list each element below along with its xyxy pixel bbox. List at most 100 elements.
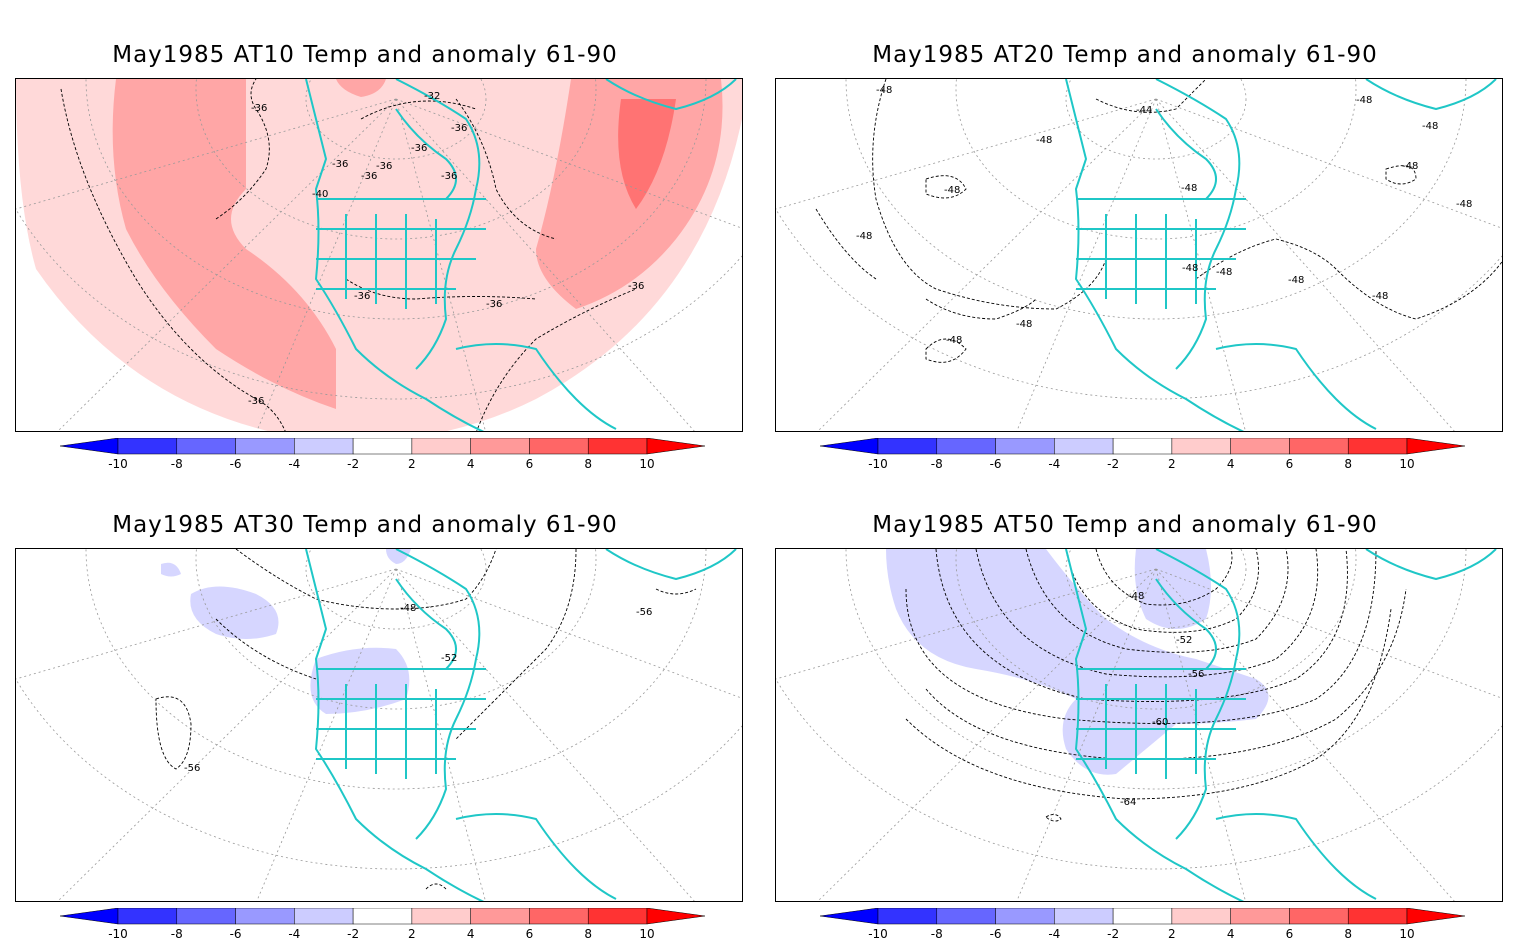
colorbar-tick-label: 10 (1399, 457, 1415, 471)
contour-label: -48 (1402, 161, 1418, 172)
colorbar-tick-label: 10 (639, 457, 655, 471)
contour-label: -48 (1288, 275, 1304, 286)
colorbar-segment (411, 438, 471, 455)
colorbar-segment (294, 438, 354, 455)
contour-label: -48 (856, 231, 872, 242)
colorbar-tick-label: -2 (347, 457, 360, 471)
contour-label: -48 (1128, 591, 1144, 602)
colorbar-tick-label: -6 (229, 457, 242, 471)
contour-label: -48 (1372, 291, 1388, 302)
contour-label: -48 (1422, 121, 1438, 132)
colorbar-graphic (60, 908, 705, 925)
panel-at30: May1985 AT30 Temp and anomaly 61-90 (0, 470, 743, 941)
contour-label: -36 (451, 123, 467, 134)
colorbar-segment (1230, 438, 1290, 455)
colorbar-segment (936, 438, 996, 455)
colorbar-segment (1112, 438, 1173, 455)
panel-title: May1985 AT30 Temp and anomaly 61-90 (112, 512, 618, 538)
colorbar-extend-high (646, 908, 705, 925)
contour-label: -32 (424, 91, 440, 102)
contour-label: -52 (1176, 635, 1192, 646)
colorbar-segment (877, 908, 938, 925)
contour-label: -48 (876, 85, 892, 96)
map-at30[interactable]: -48 -52 -56 -56 (15, 548, 743, 902)
colorbar-tick-label: 6 (1285, 927, 1294, 941)
colorbar-extend-high (1406, 438, 1465, 455)
colorbar-extend-low (60, 908, 119, 925)
panel-title: May1985 AT50 Temp and anomaly 61-90 (872, 512, 1378, 538)
colorbar-tick-label: 6 (1285, 457, 1294, 471)
colorbar-tick-label: -6 (989, 457, 1002, 471)
colorbar-tick-label: 2 (408, 457, 416, 471)
colorbar-segment (529, 908, 589, 925)
colorbar-segment (1171, 908, 1231, 925)
colorbar-tick-label: 6 (525, 457, 534, 471)
colorbar-segment (1347, 438, 1408, 455)
colorbar-segment (1054, 438, 1114, 455)
panel-at20: May1985 AT20 Temp and anomaly 61-90 (760, 0, 1503, 471)
colorbar-tick-label: 10 (639, 927, 655, 941)
contour-label: -48 (1456, 199, 1472, 210)
colorbar-segment (936, 908, 996, 925)
colorbar-segment (587, 438, 648, 455)
contour-label: -36 (411, 143, 427, 154)
colorbar-extend-low (820, 438, 879, 455)
contour-label: -56 (636, 607, 652, 618)
map-canvas: -48 -52 -56 -56 (16, 549, 742, 901)
colorbar-tick-label: -8 (170, 927, 183, 941)
colorbar-segment (1171, 438, 1231, 455)
contour-label: -48 (1182, 263, 1198, 274)
colorbar-tick-label: 2 (408, 927, 416, 941)
colorbar-segment (1230, 908, 1290, 925)
colorbar-tick-label: -8 (170, 457, 183, 471)
map-at20[interactable]: -48 -44 -48 -48 -48 -48 -48 -48 -48 -48 … (775, 78, 1503, 432)
colorbar-tick-label: 10 (1399, 927, 1415, 941)
colorbar-graphic (820, 438, 1465, 455)
colorbar-tick-label: 4 (1226, 457, 1235, 471)
contour-label: -40 (312, 189, 328, 200)
map-at10[interactable]: -32 -36 -36 -36 -36 -36 -36 -40 -36 -36 … (15, 78, 743, 432)
map-canvas: -48 -52 -56 -60 -64 (776, 549, 1502, 901)
colorbar-tick-label: -2 (347, 927, 360, 941)
map-canvas: -32 -36 -36 -36 -36 -36 -36 -40 -36 -36 … (16, 79, 742, 431)
colorbar-tick-label: 2 (1168, 457, 1176, 471)
colorbar-tick-label: 4 (1226, 927, 1235, 941)
colorbar-segment (995, 438, 1055, 455)
colorbar-segment (1347, 908, 1408, 925)
colorbar-segment (1112, 908, 1173, 925)
contour-label: -48 (1016, 319, 1032, 330)
colorbar-extend-low (60, 438, 119, 455)
colorbar-tick-label: -10 (108, 457, 128, 471)
colorbar-tick-label: 8 (1344, 927, 1353, 941)
contour-label: -48 (1216, 267, 1232, 278)
colorbar-tick-label: -10 (868, 457, 888, 471)
contour-label: -36 (441, 171, 457, 182)
panel-title: May1985 AT10 Temp and anomaly 61-90 (112, 42, 618, 68)
colorbar-tick-label: -6 (989, 927, 1002, 941)
colorbar-tick-label: -6 (229, 927, 242, 941)
contour-label: -48 (944, 185, 960, 196)
colorbar-graphic (820, 908, 1465, 925)
colorbar-segment (1289, 438, 1349, 455)
contour-label: -36 (361, 171, 377, 182)
contour-label: -52 (441, 653, 457, 664)
colorbar-segment (117, 438, 178, 455)
map-at50[interactable]: -48 -52 -56 -60 -64 (775, 548, 1503, 902)
contour-label: -48 (1181, 183, 1197, 194)
colorbar-tick-label: -2 (1107, 457, 1120, 471)
colorbar: -10 -8 -6 -4 -2 2 4 6 8 10 (820, 908, 1465, 942)
contour-label: -36 (486, 299, 502, 310)
colorbar-tick-label: -4 (1048, 927, 1061, 941)
contour-label: -64 (1120, 797, 1136, 808)
colorbar-tick-label: -4 (1048, 457, 1061, 471)
colorbar-graphic (60, 438, 705, 455)
colorbar-tick-label: 6 (525, 927, 534, 941)
colorbar-segment (1289, 908, 1349, 925)
contour-label: -48 (1036, 135, 1052, 146)
colorbar-segment (352, 438, 413, 455)
colorbar-tick-label: 4 (466, 927, 475, 941)
contour-label: -56 (1188, 669, 1204, 680)
colorbar-tick-label: 8 (584, 927, 593, 941)
colorbar-tick-label: 8 (1344, 457, 1353, 471)
colorbar-tick-label: -10 (868, 927, 888, 941)
